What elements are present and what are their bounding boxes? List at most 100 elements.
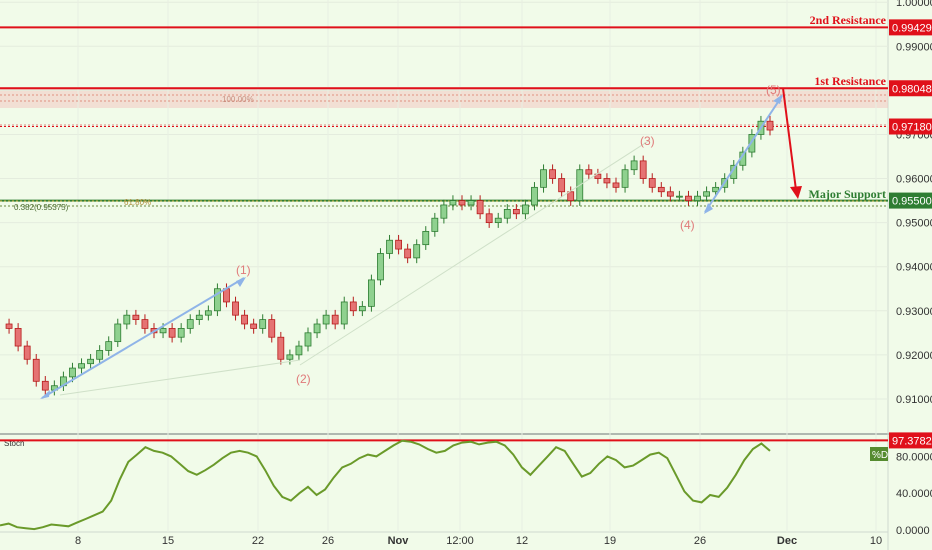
wave-1-arrowhead-end [236, 277, 246, 287]
wave-5-arrowhead-start [704, 203, 713, 214]
price-tick-label: 0.96000 [896, 174, 932, 186]
candle-body [603, 178, 611, 184]
candle-body [141, 319, 149, 329]
time-axis[interactable]: 8 15 22 26 Nov 12:00 12 19 26 Dec 10 [75, 535, 882, 547]
candle-body [449, 200, 457, 206]
candle-body [295, 345, 303, 356]
candle-body [467, 200, 475, 206]
time-tick-label: 22 [252, 535, 264, 547]
candle-body [685, 195, 692, 201]
candle-body [703, 191, 710, 197]
price-badge-label: 0.99429 [892, 22, 932, 34]
price-badge [889, 192, 932, 209]
price-badge-label: 0.98048 [892, 83, 932, 95]
fib-label-100: 100.00% [222, 95, 254, 104]
time-tick-label: 12:00 [446, 535, 474, 547]
candle-body [386, 239, 393, 254]
time-tick-label: 26 [694, 535, 706, 547]
forecast-arrowhead [790, 186, 802, 199]
price-tick-label: 0.99000 [896, 41, 932, 53]
wave-label-2: (2) [296, 372, 311, 386]
candle-body [630, 160, 638, 171]
candle-body [78, 363, 85, 369]
candle-body [114, 323, 122, 343]
wave-1-arrowhead-start [40, 390, 50, 399]
candle-body [485, 213, 493, 224]
candle-body [567, 191, 575, 201]
stoch-series-badge [870, 447, 888, 461]
candle-body [512, 208, 520, 215]
candle-body [494, 217, 502, 224]
candle-body [132, 314, 140, 320]
candle-body [168, 328, 176, 338]
wave-1-arrow [41, 277, 245, 399]
price-badge [889, 118, 932, 135]
forecast-arrow [782, 87, 797, 191]
candle-body [476, 200, 484, 215]
stoch-label: Stoch [4, 439, 24, 448]
candle-body [594, 173, 602, 179]
candle-body [558, 178, 566, 193]
price-tick-label: 0.94000 [896, 262, 932, 274]
level-name-2nd-resistance: 2nd Resistance [810, 13, 887, 27]
price-tick-label: 0.95000 [896, 218, 932, 230]
wave-label-3: (3) [640, 134, 655, 148]
candle-body [268, 319, 276, 338]
candle-body [232, 301, 239, 316]
resistance-zone [0, 87, 888, 108]
price-badges: 0.99429 0.98048 0.97180 0.95500 97.3782 %D [870, 19, 932, 461]
candle-body [522, 204, 529, 215]
candle-body [340, 301, 348, 325]
time-tick-label: 12 [516, 535, 528, 547]
candle-body [422, 231, 430, 246]
price-badge [889, 19, 932, 36]
candle-body [431, 217, 439, 232]
level-name-major-support: Major Support [809, 187, 886, 201]
stoch-tick-label: 40.0000 [896, 488, 932, 500]
stoch-tick-label: 0.0000 [896, 525, 930, 537]
fib-label-382: 0.382(0.95375) [14, 203, 69, 212]
candle-body [14, 328, 22, 347]
price-tick-label: 0.91000 [896, 394, 932, 406]
candle-body [214, 288, 221, 312]
channel-line-a [59, 359, 301, 396]
candle-body [358, 305, 366, 312]
candle-body [712, 186, 720, 193]
candle-body [404, 248, 412, 259]
candle-body [5, 323, 13, 329]
price-tick-label: 0.92000 [896, 350, 932, 362]
stoch-tick-label: 80.0000 [896, 451, 932, 463]
candle-body [585, 169, 593, 175]
stoch-d-line [0, 439, 771, 531]
candle-body [277, 336, 285, 360]
candle-body [413, 244, 421, 259]
price-badge [889, 80, 932, 97]
price-tick-label: 1.00000 [896, 0, 932, 9]
candle-body [259, 319, 267, 329]
candle-body [395, 239, 402, 250]
price-axis[interactable]: 1.000000.990000.980000.970000.960000.950… [896, 0, 932, 537]
candle-body [549, 169, 556, 179]
candle-body [368, 279, 375, 307]
candle-body [123, 314, 131, 325]
candle-body [540, 169, 547, 188]
wave-5-arrow [704, 95, 783, 213]
price-tick-label: 0.93000 [896, 306, 932, 318]
candle-body [766, 120, 774, 131]
stoch-series-badge-label: %D [872, 450, 888, 461]
candle-body [748, 134, 756, 153]
candle-body [250, 323, 258, 329]
candles-layer[interactable] [5, 115, 774, 396]
candle-body [531, 186, 538, 206]
price-badge-label: 0.95500 [892, 196, 932, 208]
wave-label-5: (5) [766, 83, 781, 97]
candle-body [349, 301, 357, 312]
candle-body [204, 310, 212, 316]
candle-body [666, 191, 674, 197]
time-tick-label: Dec [777, 535, 797, 547]
candle-body [23, 345, 31, 360]
wave-5-arrowhead-end [773, 94, 783, 104]
time-tick-label: 26 [322, 535, 334, 547]
candle-body [694, 195, 701, 201]
